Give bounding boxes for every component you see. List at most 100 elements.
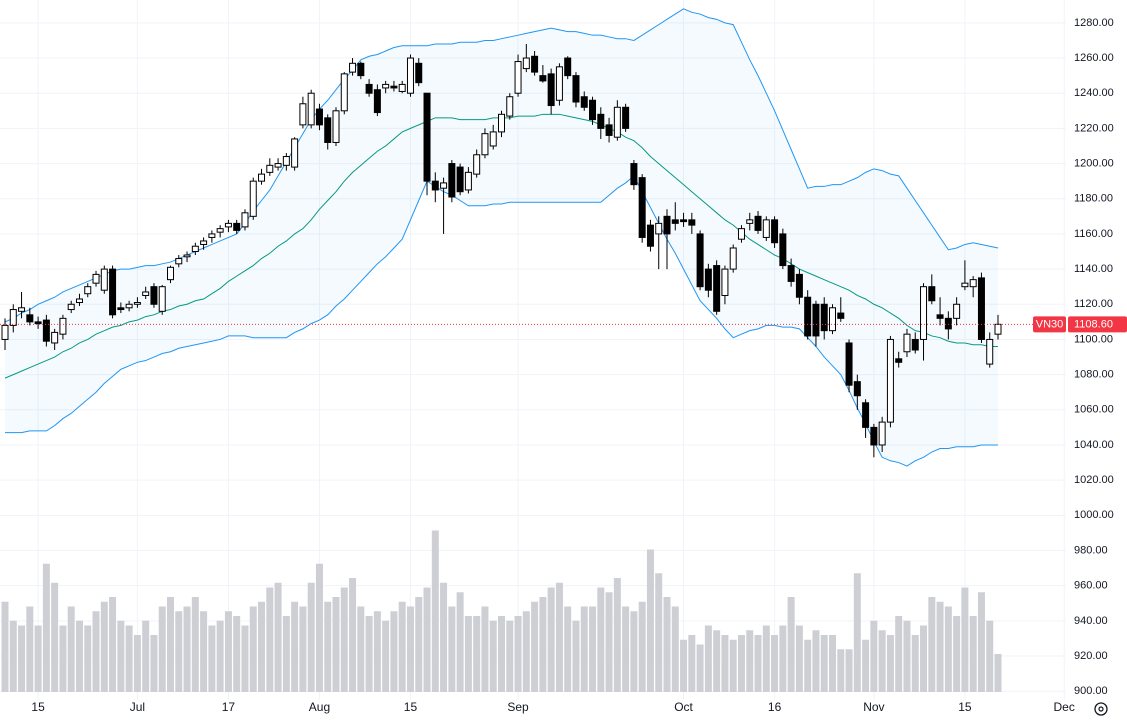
candle-body bbox=[713, 265, 721, 312]
volume-bar bbox=[903, 620, 911, 692]
volume-bar bbox=[332, 597, 340, 692]
candle-body bbox=[920, 286, 928, 340]
y-tick-label: 1180.00 bbox=[1074, 193, 1113, 205]
volume-bar bbox=[233, 616, 241, 692]
volume-bar bbox=[886, 635, 894, 692]
candle-body bbox=[911, 338, 919, 351]
y-tick-label: 1000.00 bbox=[1074, 509, 1114, 521]
candle-body bbox=[67, 303, 75, 311]
candle-body bbox=[795, 273, 803, 298]
candle-body bbox=[547, 73, 555, 107]
volume-bar bbox=[75, 620, 83, 692]
candle-body bbox=[175, 258, 183, 265]
candle-body bbox=[133, 302, 141, 305]
settings-icon-center bbox=[1098, 706, 1104, 712]
volume-bar bbox=[142, 620, 150, 692]
volume-bar bbox=[944, 606, 952, 692]
candle-body bbox=[448, 163, 456, 198]
candle-body bbox=[771, 219, 779, 244]
volume-bar bbox=[737, 635, 745, 692]
volume-bar bbox=[1, 601, 9, 692]
symbol-tag bbox=[1033, 316, 1066, 333]
candle-body bbox=[936, 314, 944, 319]
volume-bar bbox=[473, 616, 481, 692]
volume-bar bbox=[928, 597, 936, 692]
candle-body bbox=[506, 96, 514, 117]
volume-bar bbox=[837, 649, 845, 692]
candle-body bbox=[555, 66, 563, 101]
y-tick-label: 1280.00 bbox=[1074, 17, 1114, 29]
x-tick-label: 15 bbox=[958, 700, 972, 714]
y-tick-label: 960.00 bbox=[1074, 580, 1108, 592]
price-tag bbox=[1068, 316, 1127, 333]
volume-bar bbox=[117, 620, 125, 692]
volume-bar bbox=[299, 606, 307, 692]
candle-body bbox=[390, 85, 398, 89]
volume-bar bbox=[51, 582, 59, 692]
volume-bar bbox=[109, 597, 117, 692]
last-price-label: 1108.60 bbox=[1074, 319, 1113, 331]
volume-bar bbox=[373, 611, 381, 692]
volume-bar bbox=[638, 601, 646, 692]
candle-body bbox=[539, 75, 547, 82]
volume-bar bbox=[357, 606, 365, 692]
volume-bar bbox=[167, 597, 174, 692]
volume-bar bbox=[514, 616, 522, 692]
settings-button[interactable] bbox=[1094, 702, 1108, 716]
volume-bar bbox=[646, 549, 654, 692]
volume-bar bbox=[671, 606, 679, 692]
candle-body bbox=[853, 381, 861, 397]
volume-bar bbox=[630, 611, 638, 692]
volume-bar bbox=[415, 597, 423, 692]
volume-bar bbox=[564, 606, 572, 692]
volume-bar bbox=[440, 582, 448, 692]
candle-body bbox=[117, 307, 125, 311]
volume-bar bbox=[977, 592, 985, 692]
candle-body bbox=[456, 166, 464, 193]
candle-body bbox=[903, 333, 911, 353]
candle-body bbox=[564, 57, 572, 77]
volume-bar bbox=[622, 606, 630, 692]
volume-bar bbox=[291, 601, 299, 692]
settings-icon[interactable] bbox=[1094, 702, 1108, 716]
x-tick-label: 16 bbox=[768, 700, 782, 714]
volume-bar bbox=[489, 620, 497, 692]
candle-body bbox=[522, 57, 530, 70]
volume-bar bbox=[307, 582, 315, 692]
candle-body bbox=[804, 296, 812, 337]
volume-bar bbox=[961, 587, 969, 692]
candle-body bbox=[233, 222, 241, 231]
candle-body bbox=[51, 331, 59, 344]
x-tick-label: 17 bbox=[222, 700, 236, 714]
volume-bar bbox=[829, 635, 836, 692]
volume-bar bbox=[580, 606, 588, 692]
candle-body bbox=[18, 307, 26, 312]
y-tick-label: 1020.00 bbox=[1074, 474, 1114, 486]
volume-bar bbox=[498, 616, 505, 692]
x-tick-label: Sep bbox=[507, 700, 529, 714]
candle-body bbox=[646, 224, 654, 247]
volume-bar bbox=[655, 573, 663, 692]
candle-body bbox=[671, 219, 679, 224]
candle-body bbox=[622, 106, 630, 129]
candle-body bbox=[953, 303, 961, 319]
x-tick-label: 15 bbox=[404, 700, 418, 714]
candle-body bbox=[382, 83, 390, 89]
candle-body bbox=[895, 358, 903, 363]
candle-body bbox=[75, 298, 83, 304]
candle-body bbox=[779, 233, 787, 267]
candle-body bbox=[208, 233, 216, 238]
candle-body bbox=[597, 113, 605, 129]
candle-body bbox=[721, 268, 729, 296]
volume-bar bbox=[522, 611, 530, 692]
candle-body bbox=[274, 163, 282, 168]
candle-body bbox=[944, 317, 952, 330]
y-tick-label: 1120.00 bbox=[1074, 298, 1113, 310]
candle-body bbox=[406, 57, 414, 94]
candle-body bbox=[613, 106, 621, 138]
volume-bar bbox=[613, 578, 621, 692]
candle-body bbox=[340, 73, 348, 112]
